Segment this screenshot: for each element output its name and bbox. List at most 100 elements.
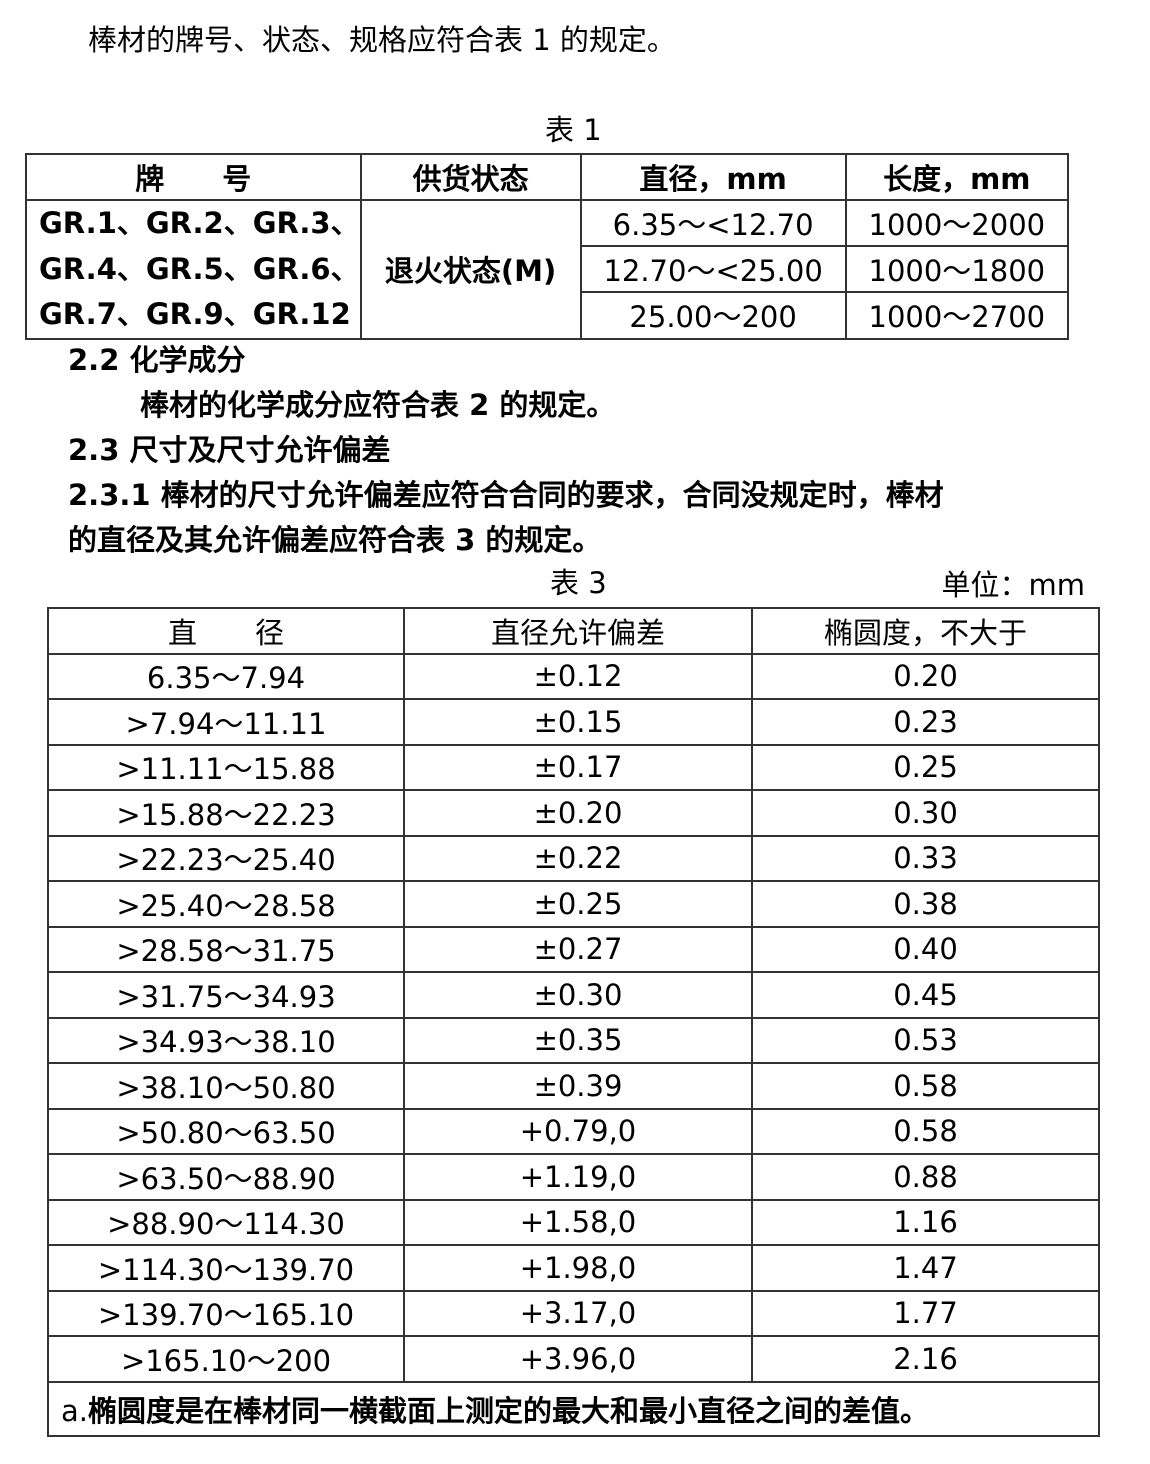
ovality-cell: 0.20 [751,652,1100,700]
tolerance-cell: +1.98,0 [403,1244,753,1292]
diameter-cell: >7.94～11.11 [47,698,405,746]
diameter-cell: 12.70～<25.00 [579,245,847,294]
diameter-cell: >50.80～63.50 [47,1107,405,1155]
table-row: >38.10～50.80 ±0.39 0.58 [47,1062,1100,1110]
table-row: >88.90～114.30 +1.58,0 1.16 [47,1198,1100,1246]
ovality-cell: 0.33 [751,834,1100,882]
table-row: >25.40～28.58 ±0.25 0.38 [47,880,1100,928]
diameter-cell: >31.75～34.93 [47,971,405,1019]
length-cell: 1000～1800 [844,245,1070,294]
tolerance-cell: +1.19,0 [403,1153,753,1201]
diameter-cell: >88.90～114.30 [47,1198,405,1246]
table-row: >114.30～139.70 +1.98,0 1.47 [47,1244,1100,1292]
grade-line: GR.1、GR.2、GR.3、 [39,206,360,240]
section-2-3-1-line2: 的直径及其允许偏差应符合表 3 的规定。 [68,523,602,557]
tolerance-cell: ±0.39 [403,1062,753,1110]
section-2-2-title: 2.2 化学成分 [68,343,246,377]
ovality-cell: 1.77 [751,1289,1100,1337]
diameter-cell: 25.00～200 [579,291,847,340]
table-row: >165.10～200 +3.96,0 2.16 [47,1335,1100,1383]
table-row: >28.58～31.75 ±0.27 0.40 [47,925,1100,973]
diameter-cell: >165.10～200 [47,1335,405,1383]
ovality-cell: 0.53 [751,1016,1100,1064]
ovality-cell: 0.58 [751,1107,1100,1155]
tolerance-cell: ±0.12 [403,652,753,700]
ovality-cell: 1.16 [751,1198,1100,1246]
header-cell: 直径，mm [579,153,847,201]
table-row: 25.00～200 1000～2700 [26,291,1070,340]
grade-line: GR.4、GR.5、GR.6、 [39,251,360,286]
table-row: >50.80～63.50 +0.79,0 0.58 [47,1107,1100,1155]
table-row: >11.11～15.88 ±0.17 0.25 [47,743,1100,791]
tolerance-cell: +3.17,0 [403,1289,753,1337]
table-row: >15.88～22.23 ±0.20 0.30 [47,789,1100,837]
footnote-text: 椭圆度是在棒材同一横截面上测定的最大和最小直径之间的差值。 [88,1393,930,1428]
tolerance-cell: ±0.25 [403,880,753,928]
diameter-cell: >15.88～22.23 [47,789,405,837]
table-row: >22.23～25.40 ±0.22 0.33 [47,834,1100,882]
ovality-cell: 2.16 [751,1335,1100,1383]
tolerance-cell: ±0.27 [403,925,753,973]
section-2-3-title: 2.3 尺寸及尺寸允许偏差 [68,433,391,467]
diameter-cell: >11.11～15.88 [47,743,405,791]
section-2-3-1-line1: 2.3.1 棒材的尺寸允许偏差应符合合同的要求，合同没规定时，棒材 [68,478,944,512]
ovality-cell: 0.30 [751,789,1100,837]
tolerance-cell: ±0.30 [403,971,753,1019]
tolerance-cell: +3.96,0 [403,1335,753,1383]
table-row: >31.75～34.93 ±0.30 0.45 [47,971,1100,1019]
intro-text: 棒材的牌号、状态、规格应符合表 1 的规定。 [88,23,676,57]
diameter-cell: >63.50～88.90 [47,1153,405,1201]
table-row: 12.70～<25.00 1000～1800 [26,245,1070,294]
grade-line: GR.7、GR.9、GR.12 [39,297,351,331]
tolerance-cell: ±0.20 [403,789,753,837]
table-row: GR.1、GR.2、GR.3、 GR.4、GR.5、GR.6、 GR.7、GR.… [25,198,1070,340]
header-cell: 长度，mm [844,153,1070,201]
diameter-cell: >22.23～25.40 [47,834,405,882]
header-cell: 椭圆度，不大于 [751,607,1100,655]
length-cell: 1000～2000 [844,198,1070,248]
table-header-row: 直 径 直径允许偏差 椭圆度，不大于 [47,607,1100,655]
diameter-cell: >114.30～139.70 [47,1244,405,1292]
ovality-cell: 0.45 [751,971,1100,1019]
footnote-row: a.椭圆度是在棒材同一横截面上测定的最大和最小直径之间的差值。 [47,1380,1100,1437]
diameter-cell: >25.40～28.58 [47,880,405,928]
diameter-cell: >28.58～31.75 [47,925,405,973]
header-cell: 直径允许偏差 [403,607,753,655]
diameter-cell: 6.35～<12.70 [579,198,847,248]
tolerance-cell: ±0.15 [403,698,753,746]
tolerance-cell: ±0.35 [403,1016,753,1064]
tolerance-cell: ±0.17 [403,743,753,791]
header-cell: 直 径 [47,607,405,655]
header-cell: 供货状态 [359,153,582,201]
table-row: >63.50～88.90 +1.19,0 0.88 [47,1153,1100,1201]
table-row: 6.35～7.94 ±0.12 0.20 [47,652,1100,700]
grades-cell: GR.1、GR.2、GR.3、 GR.4、GR.5、GR.6、 GR.7、GR.… [25,199,362,340]
diameter-cell: >34.93～38.10 [47,1016,405,1064]
diameter-cell: >38.10～50.80 [47,1062,405,1110]
ovality-cell: 0.25 [751,743,1100,791]
table-3: 直 径 直径允许偏差 椭圆度，不大于 6.35～7.94 ±0.12 0.20 >7.… [47,607,1100,1437]
ovality-cell: 0.40 [751,925,1100,973]
ovality-cell: 0.38 [751,880,1100,928]
ovality-cell: 1.47 [751,1244,1100,1292]
table-header-row: 牌 号 供货状态 直径，mm 长度，mm [25,153,1070,201]
ovality-cell: 0.88 [751,1153,1100,1201]
ovality-cell: 0.58 [751,1062,1100,1110]
footnote-cell: a.椭圆度是在棒材同一横截面上测定的最大和最小直径之间的差值。 [47,1380,1100,1437]
table-1: 牌 号 供货状态 直径，mm 长度，mm GR.1、GR.2、GR.3、 GR.… [25,153,1070,340]
diameter-cell: >139.70～165.10 [47,1289,405,1337]
ovality-cell: 0.23 [751,698,1100,746]
diameter-cell: 6.35～7.94 [47,652,405,700]
footnote-marker: a. [61,1393,88,1428]
header-cell: 牌 号 [25,153,362,201]
table3-unit: 单位：mm [941,568,1086,602]
length-cell: 1000～2700 [844,291,1070,340]
table-row: >139.70～165.10 +3.17,0 1.77 [47,1289,1100,1337]
table-row: >7.94～11.11 ±0.15 0.23 [47,698,1100,746]
tolerance-cell: +1.58,0 [403,1198,753,1246]
section-2-2-text: 棒材的化学成分应符合表 2 的规定。 [140,388,616,422]
table3-caption: 表 3 [550,566,607,600]
table-row: >34.93～38.10 ±0.35 0.53 [47,1016,1100,1064]
table1-caption: 表 1 [545,113,602,147]
state-cell: 退火状态(M) [359,199,582,340]
